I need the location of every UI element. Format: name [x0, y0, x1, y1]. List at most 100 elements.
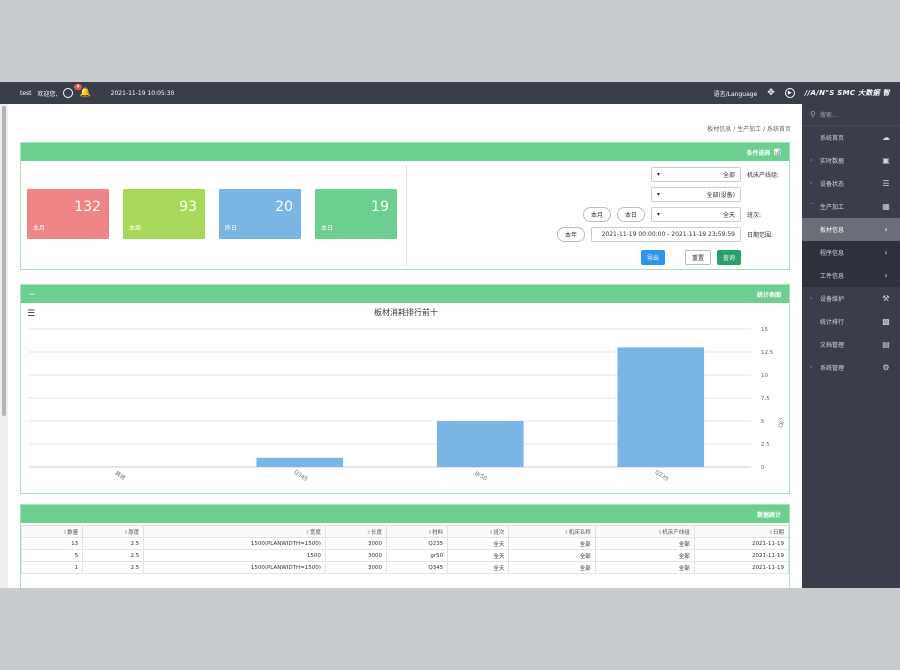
sidebar-item-ranking[interactable]: 统计排行 ▩: [802, 310, 900, 333]
date-range-input[interactable]: 2021-11-19 00:00:00 - 2021-11-19 23:59:5…: [591, 227, 741, 242]
cloud-icon: ☁: [882, 133, 890, 142]
kpi-cards: 19 本日 20 昨日 93 本周 132 本月: [27, 189, 397, 239]
sidebar-item-device-status[interactable]: ‹ 设备状态 ☰: [802, 172, 900, 195]
column-header[interactable]: ⇕班次: [447, 525, 510, 538]
fullscreen-icon[interactable]: ✥: [767, 88, 775, 98]
bell-icon[interactable]: 🔔 4: [74, 84, 91, 98]
sort-icon[interactable]: ⇕: [657, 529, 663, 536]
column-header[interactable]: ⇕厚度: [82, 525, 145, 538]
shift-select[interactable]: ▾ 全天: [651, 207, 741, 222]
table-body: 13 2.5 1500(PLANWIDTH=1500) 3000 Q235 全天 全部 全部 2…: [20, 537, 790, 574]
chart-menu-icon[interactable]: ☰: [27, 309, 36, 319]
bar-Q345[interactable]: [256, 457, 344, 467]
x-tick-label: Q235: [654, 469, 670, 483]
device-select[interactable]: ▾ 全部(设备): [651, 187, 741, 202]
chevron-down-icon: ▾: [657, 191, 661, 198]
sidebar-search[interactable]: ⚲ 搜索...: [802, 104, 900, 126]
y-tick-label: 2.5: [761, 442, 770, 448]
column-header[interactable]: ⇕机床产线组: [594, 525, 695, 538]
bar-Q235[interactable]: [617, 347, 705, 467]
kpi-card-today: 19 本日: [315, 189, 397, 239]
filter-panel-title: 条件选择: [746, 149, 771, 157]
table-panel: 数据统计 ⇕数量 ⇕厚度 ⇕宽度 ⇕长度 ⇕材料 ⇕班次 ⇕机床名称 ⇕机床产线组 ⇕日期 13…: [20, 504, 790, 588]
column-header[interactable]: ⇕宽度: [143, 525, 326, 538]
chart-icon: 📊: [773, 148, 781, 156]
table-cell: 1: [20, 561, 84, 574]
chevron-left-icon: ‹: [810, 295, 813, 302]
bar-chart: 0 2.5 5 7.5 10 12.5 15 (次) Q235 gr50 Q345 其他: [29, 327, 785, 483]
chevron-up-icon: ˆ: [810, 203, 813, 210]
scrollbar-thumb[interactable]: [2, 106, 6, 416]
sidebar: ⚲ 搜索... 系统首页 ☁ ‹ 实时数据 ▣ ‹ 设备状态 ☰ ˆ 生产加工 ▦ 板材信息 ›…: [802, 104, 900, 588]
column-header[interactable]: ⇕数量: [20, 525, 84, 538]
sidebar-item-realtime[interactable]: ‹ 实时数据 ▣: [802, 149, 900, 172]
column-header[interactable]: ⇕长度: [324, 525, 388, 538]
sort-icon[interactable]: ⇕: [488, 529, 494, 536]
breadcrumb-parent[interactable]: 生产加工: [737, 126, 762, 133]
table-cell: Q345: [386, 561, 449, 574]
stats-panel-title: 统计表图: [756, 291, 781, 299]
chevron-down-icon: ▾: [657, 211, 661, 218]
sort-icon[interactable]: ⇕: [123, 529, 129, 536]
brand-logo: //A/N"S SMC 大数据 智: [804, 89, 890, 97]
sort-icon[interactable]: ⇕: [768, 529, 773, 536]
sidebar-item-documents[interactable]: 文档管理 ▤: [802, 333, 900, 356]
breadcrumb: 板材信息 / 生产加工 / 系统首页: [707, 126, 791, 133]
table-cell: 1500(PLANWIDTH=1500): [143, 561, 326, 574]
search-icon: ⚲: [810, 110, 816, 119]
table-row[interactable]: 5 2.5 1500 3000 gr50 全天 全部 全部 2021-11-19: [20, 549, 790, 562]
column-header[interactable]: ⇕机床名称: [508, 525, 596, 538]
scrollbar[interactable]: [0, 104, 8, 588]
language-selector[interactable]: 语言/Language: [713, 90, 758, 98]
table-row[interactable]: 1 2.5 1500(PLANWIDTH=1500) 3000 Q345 全天 全部 全部 20…: [20, 561, 790, 574]
sort-icon[interactable]: ⇕: [62, 529, 68, 536]
column-header[interactable]: ⇕日期: [693, 525, 790, 538]
username[interactable]: test: [20, 89, 32, 97]
line-label: 机床产线组:: [747, 172, 780, 179]
reset-button[interactable]: 重置: [684, 250, 711, 265]
month-button[interactable]: 本月: [582, 207, 611, 222]
table-cell: 全部: [594, 537, 695, 550]
kpi-value: 132: [74, 199, 101, 215]
table-cell: Q235: [386, 537, 449, 550]
sidebar-item-maintenance[interactable]: ‹ 设备维护 ⚒: [802, 287, 900, 310]
today-button[interactable]: 本日: [616, 207, 645, 222]
y-tick-label: 5: [761, 419, 765, 425]
sort-icon[interactable]: ⇕: [564, 529, 569, 536]
table-cell: 13: [20, 537, 84, 550]
sidebar-item-program-info[interactable]: 程序信息 ›: [802, 241, 900, 264]
stats-panel-header: — 统计表图: [21, 285, 789, 303]
circle-arrow-icon[interactable]: ▶: [784, 88, 795, 98]
sort-icon[interactable]: ⇕: [427, 529, 433, 536]
chevron-right-icon: ›: [884, 271, 888, 280]
year-button[interactable]: 本年: [556, 227, 585, 242]
bar-gr50[interactable]: [436, 421, 524, 467]
sort-icon[interactable]: ⇕: [366, 529, 372, 536]
sort-icon[interactable]: ⇕: [305, 529, 310, 536]
wrench-icon: ⚒: [882, 294, 890, 303]
table-cell: 全部: [594, 561, 695, 574]
sidebar-item-production[interactable]: ˆ 生产加工 ▦: [802, 195, 900, 218]
sidebar-item-label: 系统首页: [820, 135, 845, 142]
query-button[interactable]: 查询: [716, 250, 741, 265]
app-window: test 欢迎您, 🔔 4 2021-11-19 10:05:30 语言/Lang…: [0, 82, 900, 588]
column-header[interactable]: ⇕材料: [386, 525, 449, 538]
table-cell: 2021-11-19: [693, 549, 790, 562]
sidebar-item-workpiece-info[interactable]: 工件信息 ›: [802, 264, 900, 287]
y-tick-label: 0: [761, 465, 765, 471]
filter-panel: 条件选择 📊 19 本日 20 昨日 93 本周 132 本月 ▾ 全部 机床产线组: ▾…: [20, 142, 790, 270]
datetime: 2021-11-19 10:05:30: [110, 89, 175, 97]
top-bar: test 欢迎您, 🔔 4 2021-11-19 10:05:30 语言/Lang…: [0, 82, 900, 104]
search-input[interactable]: 搜索...: [819, 112, 838, 119]
table-cell: 2.5: [82, 549, 145, 562]
breadcrumb-home[interactable]: 系统首页: [766, 126, 791, 133]
user-icon[interactable]: [63, 88, 74, 98]
line-select[interactable]: ▾ 全部: [651, 167, 741, 182]
sidebar-item-label: 文档管理: [820, 342, 845, 349]
table-row[interactable]: 13 2.5 1500(PLANWIDTH=1500) 3000 Q235 全天 全部 全部 2…: [20, 537, 790, 550]
sidebar-item-home[interactable]: 系统首页 ☁: [802, 126, 900, 149]
export-button[interactable]: 导出: [640, 250, 665, 265]
sidebar-item-system[interactable]: ‹ 系统管理 ⚙: [802, 356, 900, 379]
sidebar-item-sheet-info[interactable]: 板材信息 ›: [802, 218, 900, 241]
collapse-icon[interactable]: —: [29, 290, 35, 298]
